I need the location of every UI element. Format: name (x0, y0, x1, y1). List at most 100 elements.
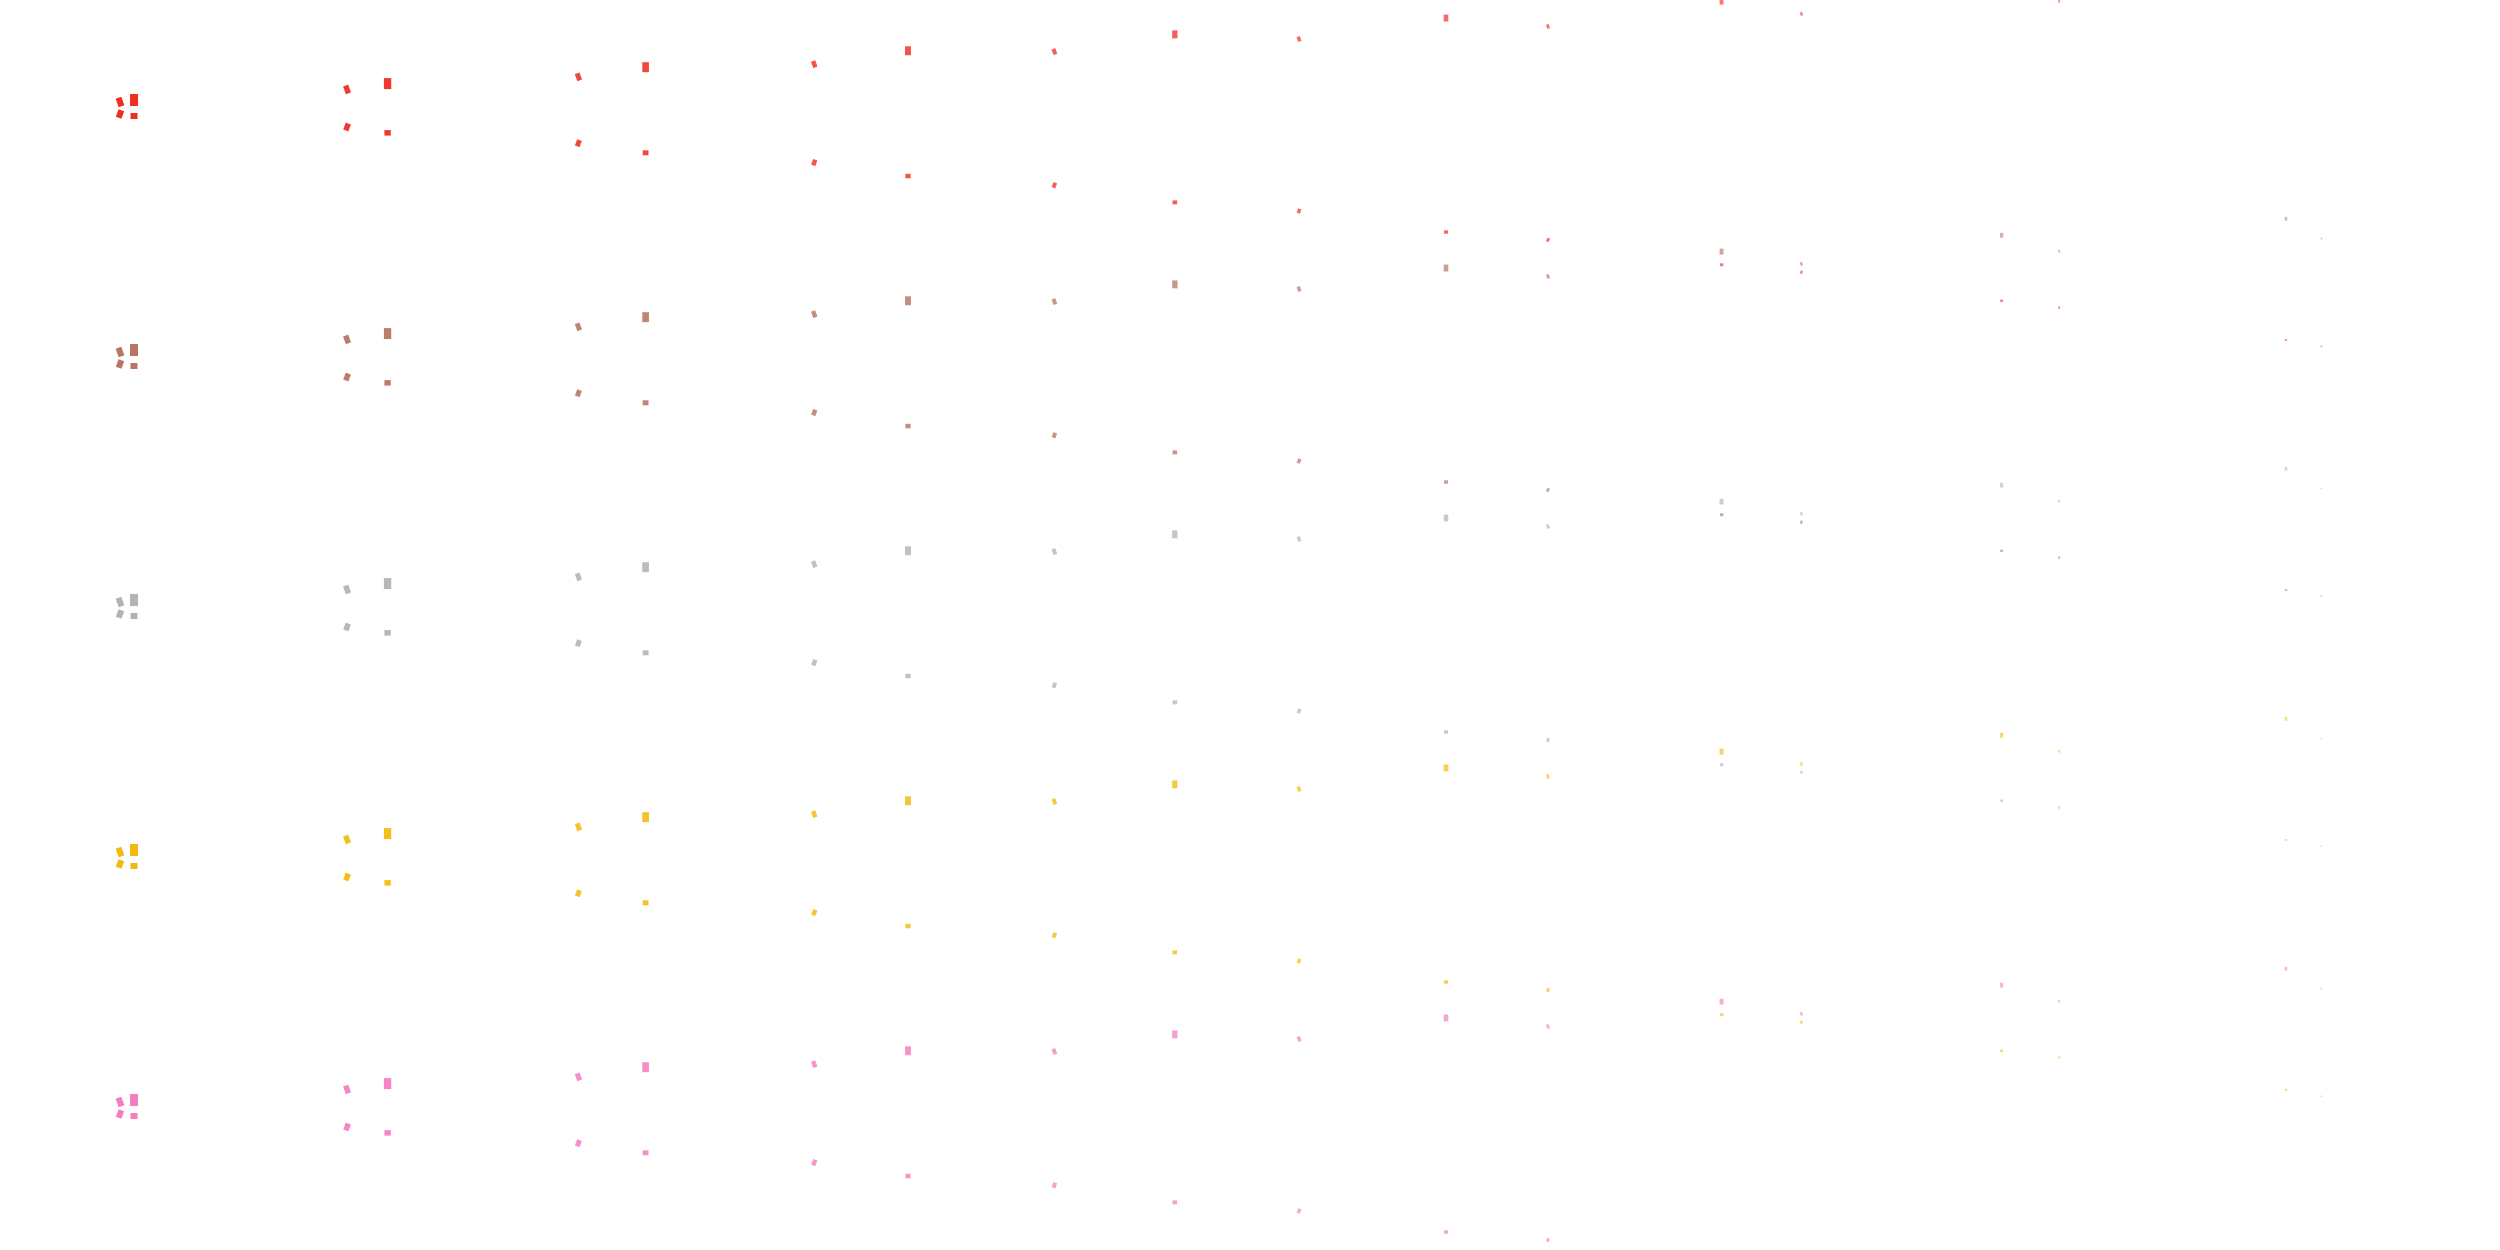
fragment-piece (1444, 480, 1449, 484)
fragment-piece (2057, 499, 2061, 503)
fragment-piece (1296, 1035, 1302, 1042)
fragment-piece (1545, 1023, 1551, 1029)
fragment-piece (343, 1122, 351, 1132)
fragment-piece (642, 62, 649, 73)
fragment-piece (115, 846, 125, 858)
fragment-piece (130, 344, 138, 356)
fragment-piece (2000, 232, 2004, 238)
fragment-piece (1172, 1200, 1178, 1205)
fragment-piece (811, 659, 818, 667)
fragment-piece (574, 72, 583, 82)
fragment-piece (1051, 548, 1058, 556)
fragment-piece (642, 562, 649, 573)
fragment-piece (905, 673, 911, 679)
fragment-piece (1443, 14, 1449, 22)
fragment-piece (130, 1113, 138, 1119)
fragment-piece (1719, 248, 1724, 255)
fragment-row-red (115, 0, 2323, 348)
fragment-piece (115, 609, 125, 619)
fragment-piece (130, 1094, 138, 1106)
fragment-piece (1051, 298, 1058, 306)
fragment-piece (2000, 982, 2004, 988)
fragment-piece (2057, 249, 2061, 253)
fragment-piece (811, 409, 818, 417)
fragment-piece (130, 113, 138, 119)
fragment-piece (1719, 748, 1724, 755)
fragment-row-pink (115, 966, 2323, 1243)
fragment-piece (1444, 1230, 1449, 1234)
fragment-piece (1545, 273, 1551, 279)
fragment-piece (2000, 732, 2004, 738)
fragment-piece (642, 650, 649, 656)
fragment-piece (343, 622, 351, 632)
fragment-piece (115, 1109, 125, 1119)
fragment-piece (1719, 763, 1724, 767)
fragment-piece (905, 1173, 911, 1179)
fragment-piece (905, 796, 911, 806)
fragment-piece (2320, 1095, 2323, 1098)
fragment-piece (130, 363, 138, 369)
fragment-piece (1799, 761, 1804, 766)
fragment-piece (115, 109, 125, 119)
fragment-piece (115, 346, 125, 358)
fragment-piece (130, 94, 138, 106)
fragment-piece (1051, 1182, 1058, 1189)
fragment-piece (1051, 1048, 1058, 1056)
fragment-piece (1296, 208, 1302, 214)
fragment-piece (343, 834, 352, 845)
fragment-piece (574, 572, 583, 582)
fragment-piece (383, 328, 392, 340)
fragment-piece (383, 78, 392, 90)
fragment-piece (1051, 48, 1058, 56)
fragment-piece (642, 150, 649, 156)
fragment-piece (115, 96, 125, 108)
fragment-piece (905, 1046, 911, 1056)
fragment-piece (1799, 511, 1804, 516)
fragment-piece (1172, 530, 1178, 539)
fragment-row-yellow (115, 716, 2323, 1098)
fragment-piece (130, 594, 138, 606)
fragment-piece (810, 60, 818, 69)
fragment-piece (1051, 932, 1058, 939)
fragment-piece (1296, 535, 1302, 542)
fragment-piece (905, 46, 911, 56)
fragment-piece (2057, 0, 2061, 3)
fragment-piece (1172, 280, 1178, 289)
fragment-piece (1545, 987, 1551, 993)
fragment-piece (1443, 764, 1449, 772)
fragment-piece (2057, 806, 2061, 810)
fragment-piece (1172, 780, 1178, 789)
fragment-piece (384, 1130, 391, 1136)
fragment-piece (384, 880, 391, 886)
fragment-piece (115, 859, 125, 869)
fragment-piece (905, 923, 911, 929)
fragment-piece (2320, 345, 2323, 348)
fragment-piece (2057, 999, 2061, 1003)
fragment-piece (1545, 523, 1551, 529)
fragment-piece (1296, 1208, 1302, 1214)
fragment-piece (1051, 432, 1058, 439)
fragment-piece (115, 1096, 125, 1108)
fragment-piece (1443, 1014, 1449, 1022)
fragment-piece (905, 296, 911, 306)
fragment-piece (905, 546, 911, 556)
fragment-piece (1444, 730, 1449, 734)
fragment-piece (2284, 1089, 2288, 1091)
fragment-piece (384, 130, 391, 136)
fragment-piece (2000, 549, 2004, 553)
fragment-piece (1545, 1237, 1551, 1243)
fragment-piece (2284, 839, 2288, 841)
fragment-piece (2000, 299, 2004, 303)
fragment-piece (574, 322, 583, 332)
fragment-piece (811, 909, 818, 917)
fragment-piece (1172, 700, 1178, 705)
fragment-piece (343, 872, 351, 882)
fragment-piece (2057, 1056, 2061, 1060)
fragment-piece (1172, 950, 1178, 955)
fragment-piece (130, 613, 138, 619)
fragment-piece (383, 1078, 392, 1090)
fragment-piece (574, 1139, 582, 1148)
fragment-piece (1296, 708, 1302, 714)
fragment-piece (905, 173, 911, 179)
fragment-piece (1296, 785, 1302, 792)
